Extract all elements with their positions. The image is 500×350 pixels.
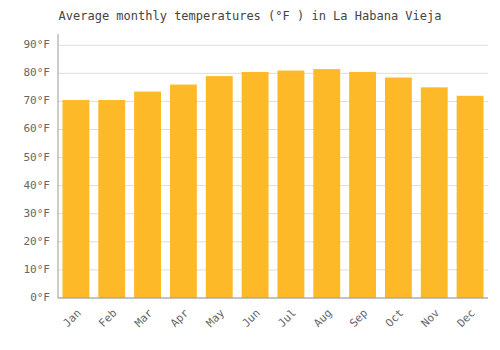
x-tick-label: Apr — [168, 306, 192, 330]
x-tick-label: Nov — [419, 306, 443, 330]
y-tick-label: 80°F — [24, 66, 51, 79]
x-axis-line — [58, 298, 488, 299]
y-tick-label: 60°F — [24, 122, 51, 135]
y-tick-label: 50°F — [24, 151, 51, 164]
bar — [62, 100, 89, 298]
bar — [349, 72, 376, 298]
x-tick-label: Jun — [240, 307, 263, 330]
x-tick-label: Jan — [60, 307, 83, 330]
chart-svg: 0°F 10°F 20°F 30°F 40°F 50°F 60°F 70°F 80°F 90°F J… — [0, 0, 500, 350]
bar — [277, 71, 304, 298]
y-tick-label: 90°F — [24, 38, 51, 51]
x-tick-label: Mar — [132, 306, 156, 330]
bar — [421, 87, 448, 298]
grid-line — [58, 45, 488, 46]
grid — [58, 45, 488, 298]
grid-line — [58, 298, 488, 299]
bar — [98, 100, 125, 298]
x-tick-label: Dec — [455, 307, 478, 330]
y-tick-label: 10°F — [24, 263, 51, 276]
bar — [134, 92, 161, 298]
y-tick-label: 20°F — [24, 235, 51, 248]
x-tick-label: Oct — [383, 307, 406, 330]
bar — [313, 69, 340, 298]
bar — [206, 76, 233, 298]
x-tick-label: Jul — [275, 307, 298, 330]
x-tick-label: Feb — [96, 307, 119, 330]
x-tick-labels: Jan Feb Mar Apr May Jun Jul Aug Sep Oct Nov Dec — [60, 306, 477, 330]
chart-title: Average monthly temperatures (°F ) in La… — [59, 9, 442, 23]
x-tick-label: May — [204, 306, 228, 330]
y-tick-labels: 0°F 10°F 20°F 30°F 40°F 50°F 60°F 70°F 80°F 90°F — [24, 38, 51, 304]
grid-line — [58, 73, 488, 74]
y-axis-line — [58, 34, 59, 298]
x-tick-label: Sep — [347, 307, 370, 330]
y-tick-label: 40°F — [24, 179, 51, 192]
y-tick-label: 30°F — [24, 207, 51, 220]
y-tick-label: 0°F — [30, 291, 50, 304]
bar — [242, 72, 269, 298]
bar — [385, 78, 412, 298]
bar — [170, 85, 197, 298]
x-tick-label: Aug — [311, 307, 334, 330]
y-tick-label: 70°F — [24, 94, 51, 107]
chart-container: 0°F 10°F 20°F 30°F 40°F 50°F 60°F 70°F 80°F 90°F J… — [0, 0, 500, 350]
bars — [62, 69, 483, 298]
bar — [457, 96, 484, 298]
